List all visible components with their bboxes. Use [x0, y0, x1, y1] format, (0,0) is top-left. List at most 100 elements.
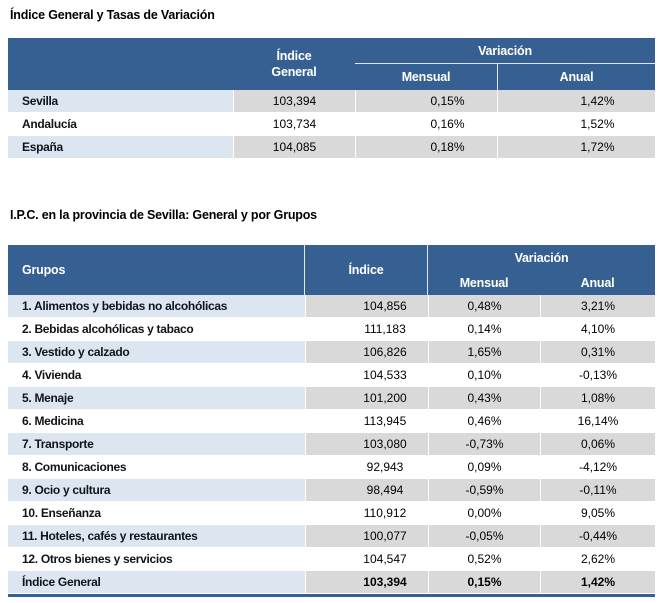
- variacion-mensual-value: -0,05%: [428, 525, 540, 548]
- variacion-anual-value: -0,11%: [540, 479, 655, 502]
- variacion-mensual-value: 0,09%: [428, 456, 540, 479]
- table2-header-indice: Índice: [305, 245, 428, 295]
- grupo-label: 12. Otros bienes y servicios: [8, 548, 305, 571]
- table2-row: 8. Comunicaciones 92,943 0,09% -4,12%: [8, 456, 655, 479]
- table1-header-variacion: Variación: [355, 38, 655, 64]
- table1-body: Sevilla 103,394 0,15% 1,42% Andalucía 10…: [8, 90, 655, 159]
- grupo-label: 2. Bebidas alcohólicas y tabaco: [8, 318, 305, 341]
- table2-header: Grupos Índice Variación Mensual Anual: [8, 245, 655, 295]
- variacion-mensual-value: 0,15%: [355, 90, 497, 113]
- grupo-label: 5. Menaje: [8, 387, 305, 410]
- table1-header-anual: Anual: [497, 64, 655, 90]
- variacion-mensual-value: 0,14%: [428, 318, 540, 341]
- grupo-label: 6. Medicina: [8, 410, 305, 433]
- table2-row: 9. Ocio y cultura 98,494 -0,59% -0,11%: [8, 479, 655, 502]
- variacion-mensual-value: 0,16%: [355, 113, 497, 136]
- variacion-anual-value: 16,14%: [540, 410, 655, 433]
- table1: Índice General Variación Mensual Anual S…: [8, 38, 655, 159]
- variacion-mensual-value: 0,52%: [428, 548, 540, 571]
- indice-value: 101,200: [305, 387, 428, 410]
- table1-row: España 104,085 0,18% 1,72%: [8, 136, 655, 159]
- grupo-label: 10. Enseñanza: [8, 502, 305, 525]
- table2-row: 12. Otros bienes y servicios 104,547 0,5…: [8, 548, 655, 571]
- table2-row: 3. Vestido y calzado 106,826 1,65% 0,31%: [8, 341, 655, 364]
- indice-value: 104,547: [305, 548, 428, 571]
- indice-value: 92,943: [305, 456, 428, 479]
- variacion-anual-value: -4,12%: [540, 456, 655, 479]
- region-label: Sevilla: [8, 90, 233, 113]
- variacion-mensual-value: 0,00%: [428, 502, 540, 525]
- indice-general-line1: Índice: [276, 48, 312, 63]
- table2-row: 6. Medicina 113,945 0,46% 16,14%: [8, 410, 655, 433]
- table2-row: 5. Menaje 101,200 0,43% 1,08%: [8, 387, 655, 410]
- table1-header-mensual: Mensual: [401, 70, 451, 84]
- indice-value: 113,945: [305, 410, 428, 433]
- variacion-mensual-value: -0,73%: [428, 433, 540, 456]
- variacion-anual-value: 0,31%: [540, 341, 655, 364]
- table2-row: 1. Alimentos y bebidas no alcohólicas 10…: [8, 295, 655, 318]
- table1-header-empty-cell: [8, 38, 233, 90]
- indice-general-value: 103,734: [233, 113, 355, 136]
- region-label: España: [8, 136, 233, 159]
- variacion-anual-value: 1,08%: [540, 387, 655, 410]
- variacion-anual-value: 1,72%: [497, 136, 655, 159]
- variacion-anual-value: 1,52%: [497, 113, 655, 136]
- region-label: Andalucía: [8, 113, 233, 136]
- variacion-anual-value: 9,05%: [540, 502, 655, 525]
- grupo-label: 4. Vivienda: [8, 364, 305, 387]
- table2: Grupos Índice Variación Mensual Anual 1.…: [8, 245, 655, 597]
- variacion-mensual-value: 0,10%: [428, 364, 540, 387]
- table2-header-variacion: Variación: [514, 251, 569, 265]
- indice-value: 110,912: [305, 502, 428, 525]
- table1-row: Sevilla 103,394 0,15% 1,42%: [8, 90, 655, 113]
- variacion-mensual-value: 0,43%: [428, 387, 540, 410]
- indice-general-value: 103,394: [233, 90, 355, 113]
- indice-general-value: 104,085: [233, 136, 355, 159]
- table2-row: 11. Hoteles, cafés y restaurantes 100,07…: [8, 525, 655, 548]
- table2-row: 2. Bebidas alcohólicas y tabaco 111,183 …: [8, 318, 655, 341]
- variacion-mensual-value: 0,48%: [428, 295, 540, 318]
- variacion-mensual-value: 0,18%: [355, 136, 497, 159]
- grupo-label: 8. Comunicaciones: [8, 456, 305, 479]
- variacion-anual-value: 2,62%: [540, 548, 655, 571]
- indice-value: 98,494: [305, 479, 428, 502]
- indice-value: 104,533: [305, 364, 428, 387]
- table2-row: Índice General 103,394 0,15% 1,42%: [8, 571, 655, 594]
- table1-header: Índice General Variación Mensual Anual: [8, 38, 655, 90]
- table2-row: 7. Transporte 103,080 -0,73% 0,06%: [8, 433, 655, 456]
- grupo-label: 1. Alimentos y bebidas no alcohólicas: [8, 295, 305, 318]
- table2-body: 1. Alimentos y bebidas no alcohólicas 10…: [8, 295, 655, 594]
- table2-row: 10. Enseñanza 110,912 0,00% 9,05%: [8, 502, 655, 525]
- indice-value: 106,826: [305, 341, 428, 364]
- variacion-mensual-value: 0,46%: [428, 410, 540, 433]
- indice-value: 100,077: [305, 525, 428, 548]
- grupo-label: 11. Hoteles, cafés y restaurantes: [8, 525, 305, 548]
- indice-value: 104,856: [305, 295, 428, 318]
- variacion-anual-value: 1,42%: [540, 571, 655, 594]
- indice-general-line2: General: [271, 65, 317, 79]
- variacion-anual-value: -0,13%: [540, 364, 655, 387]
- variacion-anual-value: 3,21%: [540, 295, 655, 318]
- table1-title: Índice General y Tasas de Variación: [10, 8, 215, 22]
- variacion-anual-value: 4,10%: [540, 318, 655, 341]
- variacion-anual-value: 1,42%: [497, 90, 655, 113]
- variacion-mensual-value: -0,59%: [428, 479, 540, 502]
- indice-value: 103,394: [305, 571, 428, 594]
- table2-row: 4. Vivienda 104,533 0,10% -0,13%: [8, 364, 655, 387]
- indice-value: 103,080: [305, 433, 428, 456]
- variacion-mensual-value: 0,15%: [428, 571, 540, 594]
- variacion-anual-value: -0,44%: [540, 525, 655, 548]
- grupo-label: 9. Ocio y cultura: [8, 479, 305, 502]
- indice-value: 111,183: [305, 318, 428, 341]
- variacion-anual-value: 0,06%: [540, 433, 655, 456]
- table2-title: I.P.C. en la provincia de Sevilla: Gener…: [10, 208, 317, 222]
- table2-header-mensual: Mensual: [459, 276, 509, 290]
- table1-header-indice-general: Índice General: [233, 38, 355, 90]
- table2-header-anual: Anual: [580, 276, 615, 290]
- variacion-mensual-value: 1,65%: [428, 341, 540, 364]
- grupo-label: Índice General: [8, 571, 305, 594]
- table2-header-grupos: Grupos: [8, 245, 305, 295]
- grupo-label: 3. Vestido y calzado: [8, 341, 305, 364]
- table1-row: Andalucía 103,734 0,16% 1,52%: [8, 113, 655, 136]
- grupo-label: 7. Transporte: [8, 433, 305, 456]
